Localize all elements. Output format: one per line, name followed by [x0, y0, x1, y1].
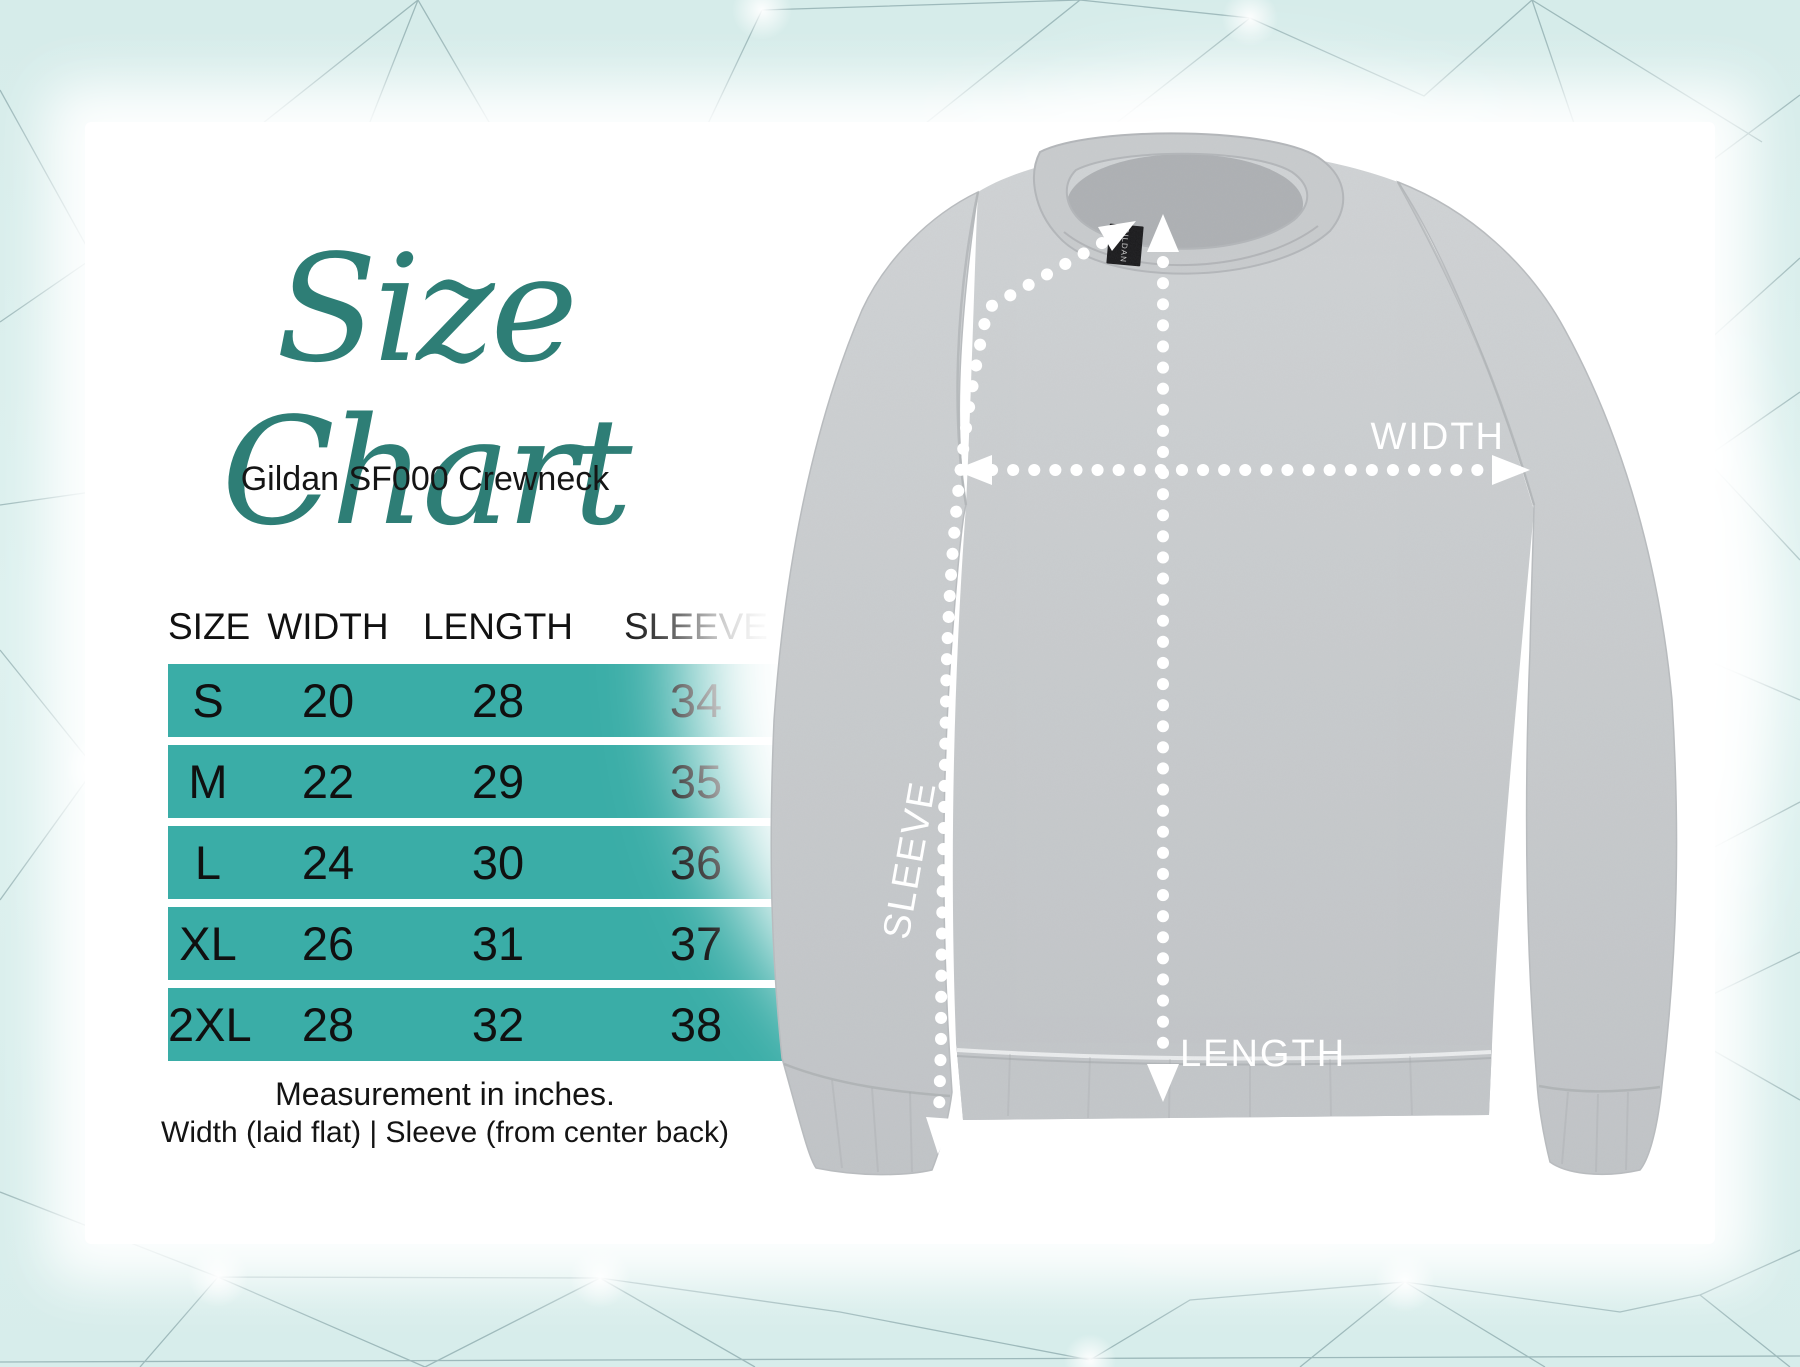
width-arrow-right: [1492, 455, 1530, 485]
product-subtitle: Gildan SF000 Crewneck: [240, 460, 610, 498]
col-header-width: WIDTH: [267, 606, 389, 647]
cell-length: 32: [471, 998, 525, 1051]
size-table: SIZE WIDTH LENGTH SLEEVE S 20 28 34 M 22…: [168, 598, 804, 1061]
cell-length: 30: [471, 836, 525, 889]
table-row: M 22 29 35: [168, 745, 804, 818]
measurement-detail-note: Width (laid flat) | Sleeve (from center …: [161, 1116, 729, 1149]
table-row: L 24 30 36: [168, 826, 804, 899]
cell-length: 29: [471, 755, 525, 808]
cell-size: S: [192, 674, 224, 727]
cell-length: 28: [471, 674, 525, 727]
cell-sleeve: 36: [669, 836, 723, 889]
sweatshirt: GILDAN: [770, 132, 1678, 1176]
cell-size: L: [194, 836, 222, 889]
sleeve-dotted-line: [933, 237, 1108, 1120]
length-label: LENGTH: [1180, 1033, 1346, 1075]
cell-length: 31: [471, 917, 525, 970]
cell-width: 24: [301, 836, 355, 889]
col-header-size: SIZE: [168, 606, 251, 647]
cell-size: 2XL: [168, 998, 252, 1051]
measurement-overlays: WIDTH LENGTH SLEEVE: [876, 214, 1530, 1154]
cell-width: 28: [301, 998, 355, 1051]
cell-size: XL: [179, 917, 237, 970]
page-title: Size Chart: [221, 223, 632, 558]
cell-sleeve: 37: [669, 917, 723, 970]
cell-width: 22: [301, 755, 355, 808]
cell-width: 20: [301, 674, 355, 727]
length-arrow-up: [1147, 214, 1179, 252]
sleeve-arrow-bottom: [926, 1117, 954, 1154]
cell-sleeve: 38: [669, 998, 723, 1051]
table-row: 2XL 28 32 38: [168, 988, 804, 1061]
cell-width: 26: [301, 917, 355, 970]
cell-size: M: [188, 755, 228, 808]
col-header-length: LENGTH: [422, 606, 574, 647]
length-arrow-down: [1147, 1064, 1179, 1102]
table-row: XL 26 31 37: [168, 907, 804, 980]
width-arrow-left: [954, 455, 992, 485]
width-label: WIDTH: [1370, 416, 1505, 458]
measurement-note: Measurement in inches.: [275, 1076, 615, 1112]
sleeve-arrow-top: [1098, 221, 1136, 251]
